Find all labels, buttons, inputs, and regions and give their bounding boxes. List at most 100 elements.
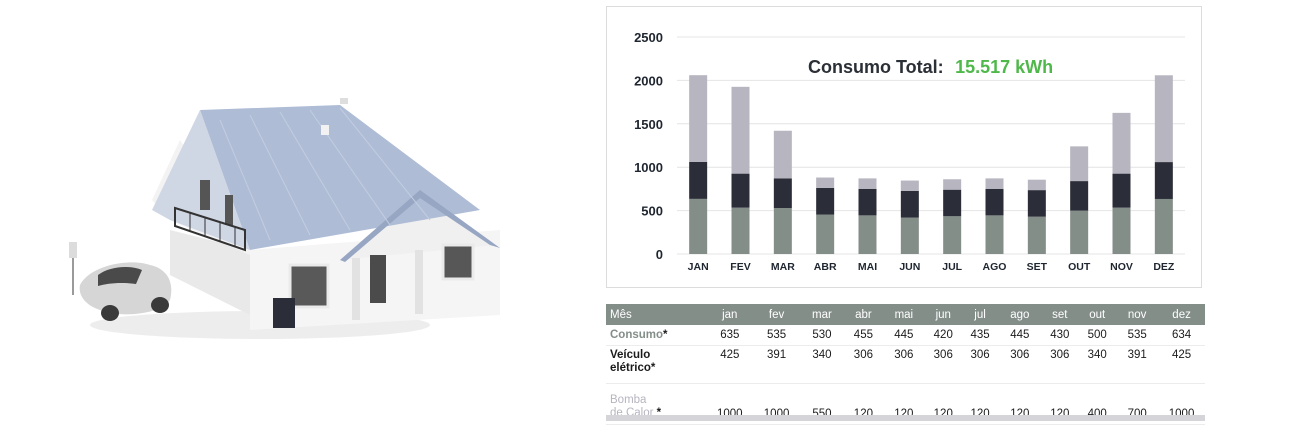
header-month: jan	[706, 304, 754, 325]
chart-title: Consumo Total:	[808, 57, 944, 77]
table-cell: 455	[843, 325, 883, 346]
bar-bomba-calor	[900, 180, 919, 191]
row-label: Veículo elétrico*	[606, 345, 707, 384]
header-month: ago	[998, 304, 1042, 325]
bar-consumo	[1027, 216, 1046, 254]
table-cell: 306	[882, 345, 925, 384]
table-cell: 430	[1041, 325, 1079, 346]
bar-bomba-calor	[773, 130, 792, 179]
x-tick-label: JUN	[899, 261, 920, 273]
x-tick-label: JAN	[688, 261, 709, 273]
header-month: fev	[753, 304, 800, 325]
table-cell: 340	[1078, 345, 1117, 384]
header-month: set	[1041, 304, 1079, 325]
table-row: Veículo elétrico* 425 391 340 306 306 306 306 306…	[606, 345, 1205, 384]
header-month: out	[1078, 304, 1117, 325]
x-tick-label: MAI	[858, 261, 877, 273]
monthly-data-table: Mês jan fev mar abr mai jun jul ago set out nov dez…	[606, 304, 1205, 425]
header-month: abr	[843, 304, 883, 325]
bar-bomba-calor	[943, 179, 962, 190]
bar-veiculo-eletrico	[900, 190, 919, 218]
header-month: jun	[924, 304, 962, 325]
x-tick-label: FEV	[730, 261, 750, 273]
bar-veiculo-eletrico	[858, 188, 877, 216]
table-cell: 425	[706, 345, 754, 384]
row-label-line2: elétrico*	[610, 362, 656, 374]
header-month: nov	[1116, 304, 1159, 325]
bar-consumo	[985, 215, 1004, 254]
table-cell: 306	[924, 345, 962, 384]
consumption-chart: 0 500 1000 1500 2000 2500 JAN FEV MAR ABR MAI JUN J…	[606, 6, 1202, 288]
bar-veiculo-eletrico	[731, 173, 750, 208]
table-row: Consumo* 635 535 530 455 445 420 435 445 430 500 53…	[606, 325, 1205, 346]
table-cell: 340	[799, 345, 844, 384]
bar-bomba-calor	[858, 178, 877, 189]
bar-consumo	[943, 216, 962, 254]
table-cell: 530	[799, 325, 844, 346]
table-cell: 306	[998, 345, 1042, 384]
stacked-bar-chart: 0 500 1000 1500 2000 2500 JAN FEV MAR ABR MAI JUN J…	[634, 30, 1185, 273]
chart-total-value: 15.517 kWh	[955, 57, 1053, 77]
bar-consumo	[816, 214, 835, 254]
table-cell: 435	[961, 325, 999, 346]
bar-consumo	[689, 198, 708, 254]
table-cell: 500	[1078, 325, 1117, 346]
bar-bomba-calor	[985, 178, 1004, 189]
y-tick-label: 1500	[634, 117, 663, 132]
y-tick-label: 1000	[634, 160, 663, 175]
table-cell: 425	[1158, 345, 1205, 384]
row-label-star: *	[653, 407, 662, 419]
bar-bomba-calor	[1070, 146, 1089, 182]
x-tick-label: JUL	[942, 261, 962, 273]
bar-consumo	[773, 207, 792, 254]
house-illustration	[40, 70, 560, 370]
table-cell: 306	[1041, 345, 1079, 384]
bar-bomba-calor	[1112, 112, 1131, 174]
x-tick-label: ABR	[814, 261, 837, 273]
bar-bomba-calor	[1154, 75, 1173, 163]
bar-consumo	[1070, 210, 1089, 254]
bar-veiculo-eletrico	[1112, 173, 1131, 208]
table-cell: 391	[1116, 345, 1159, 384]
row-label-line1: Veículo	[610, 349, 651, 361]
table-bottom-bar	[606, 415, 1205, 421]
header-month: mar	[799, 304, 844, 325]
row-label-star: *	[663, 328, 668, 341]
row-label-line1: Bomba	[610, 394, 647, 406]
table-cell: 306	[961, 345, 999, 384]
table-cell: 445	[882, 325, 925, 346]
table-cell: 391	[753, 345, 800, 384]
x-tick-label: NOV	[1110, 261, 1133, 273]
bar-veiculo-eletrico	[1070, 181, 1089, 211]
header-month: mai	[882, 304, 925, 325]
table-cell: 306	[843, 345, 883, 384]
y-tick-label: 0	[656, 247, 663, 262]
table-cell: 634	[1158, 325, 1205, 346]
bar-bomba-calor	[816, 177, 835, 188]
bar-consumo	[1154, 198, 1173, 254]
bar-bomba-calor	[689, 75, 708, 162]
svg-text:Consumo Total: 15.517 kW: Consumo Total: 15.517 kWh	[808, 57, 1053, 77]
bar-veiculo-eletrico	[943, 189, 962, 217]
x-tick-label: DEZ	[1153, 261, 1175, 273]
bar-veiculo-eletrico	[1027, 190, 1046, 217]
x-tick-label: SET	[1027, 261, 1048, 273]
x-tick-label: AGO	[983, 261, 1007, 273]
y-tick-label: 500	[641, 204, 663, 219]
header-month: jul	[961, 304, 999, 325]
bar-consumo	[858, 215, 877, 254]
bar-veiculo-eletrico	[689, 161, 708, 199]
bar-veiculo-eletrico	[985, 188, 1004, 216]
bar-veiculo-eletrico	[816, 187, 835, 215]
bar-bomba-calor	[731, 86, 750, 174]
row-label-line1: Consumo	[610, 328, 664, 341]
table-cell: 535	[753, 325, 800, 346]
y-tick-label: 2000	[634, 73, 663, 88]
bar-consumo	[731, 207, 750, 254]
bar-bomba-calor	[1027, 179, 1046, 191]
y-tick-label: 2500	[634, 30, 663, 45]
table-header-row: Mês jan fev mar abr mai jun jul ago set out nov dez	[606, 304, 1205, 325]
bar-consumo	[900, 217, 919, 254]
table-cell: 445	[998, 325, 1042, 346]
table-cell: 420	[924, 325, 962, 346]
